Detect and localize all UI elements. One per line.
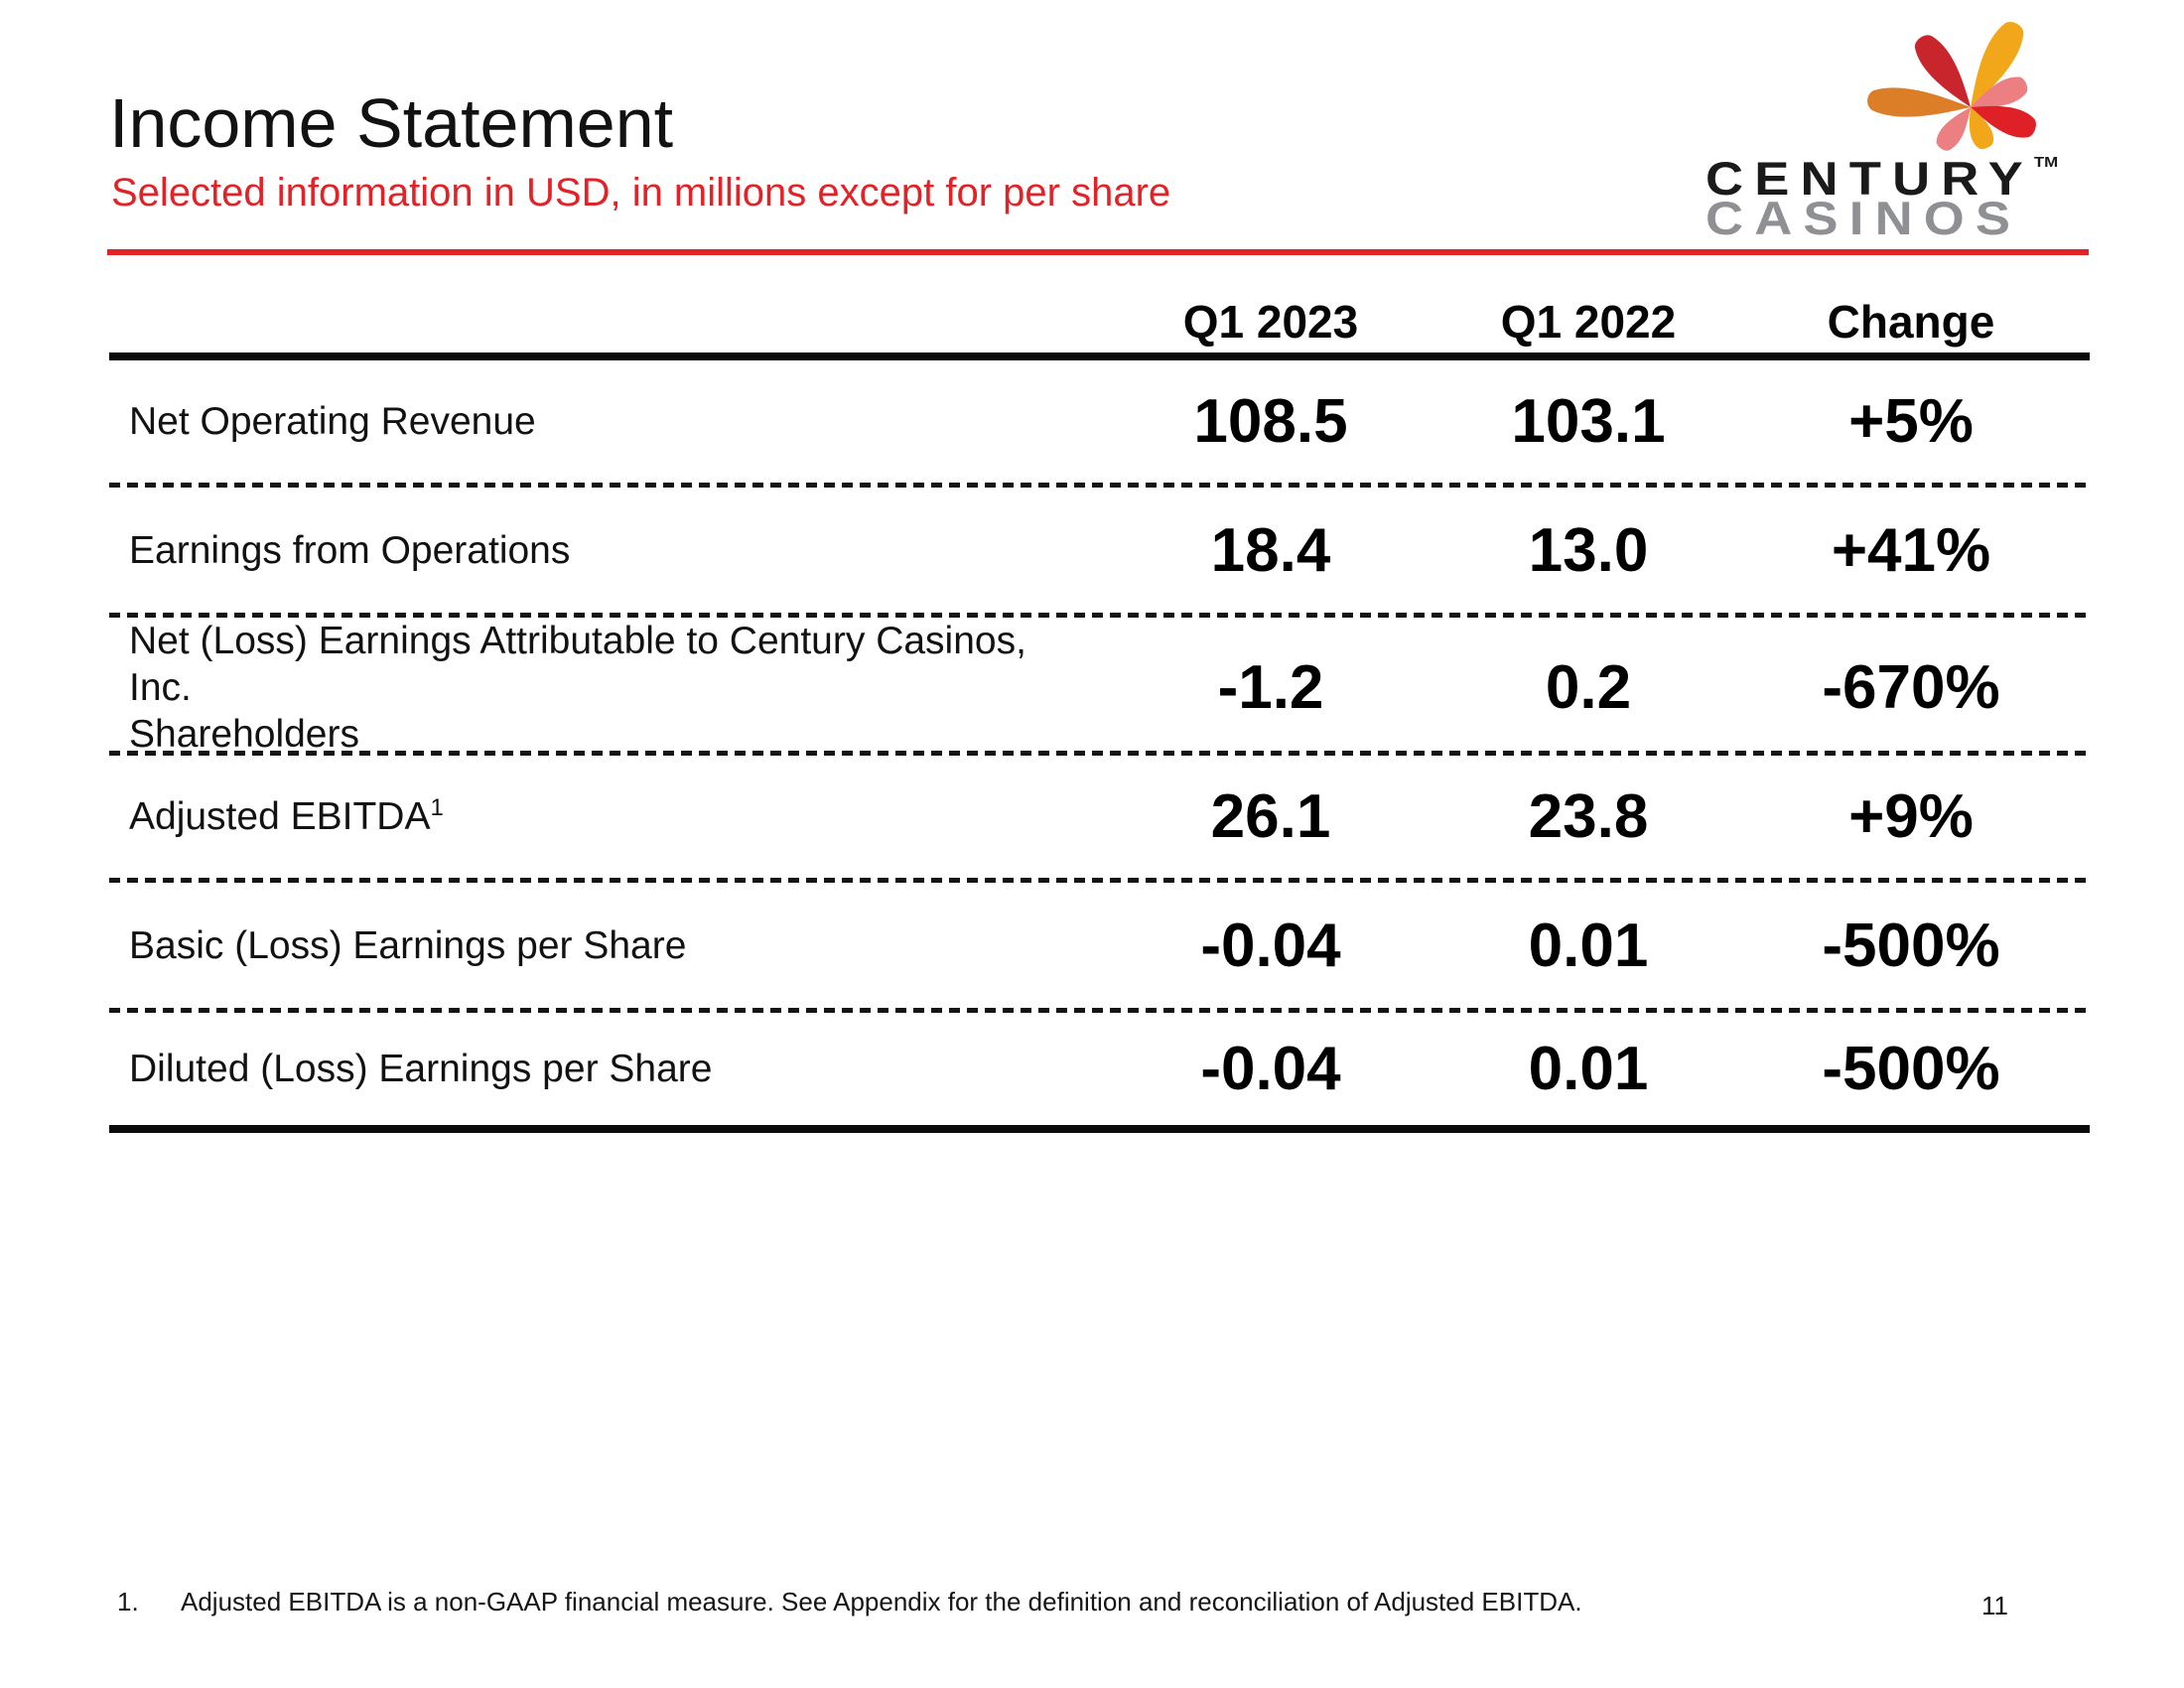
value-change: +41%	[1831, 515, 1991, 585]
value-q1-2023: 108.5	[1193, 387, 1348, 456]
value-q1-2023: 18.4	[1210, 515, 1331, 585]
header-divider	[107, 249, 2089, 255]
value-q1-2023: -0.04	[1200, 911, 1341, 980]
table-row: Adjusted EBITDA1 26.1 23.8 +9%	[109, 756, 2090, 878]
row-label: Basic (Loss) Earnings per Share	[129, 923, 687, 967]
page-subtitle: Selected information in USD, in millions…	[111, 171, 1171, 214]
value-change: +5%	[1848, 387, 1974, 456]
row-label: Net Operating Revenue	[129, 400, 536, 443]
table-row: Basic (Loss) Earnings per Share -0.04 0.…	[109, 883, 2090, 1008]
page-number: 11	[1981, 1591, 2008, 1620]
table-top-border	[109, 352, 2090, 360]
value-q1-2022: 13.0	[1528, 515, 1649, 585]
page-title: Income Statement	[109, 84, 674, 162]
footnote-number: 1.	[117, 1587, 139, 1617]
century-casinos-logo: CENTURYTM CASINOS	[1678, 8, 2095, 244]
row-label: Net (Loss) Earnings Attributable to Cent…	[129, 620, 1026, 756]
row-separator	[109, 878, 2090, 883]
footnote-reference: 1	[430, 794, 444, 821]
value-q1-2023: 26.1	[1210, 782, 1331, 851]
value-q1-2022: 23.8	[1528, 782, 1649, 851]
column-header-q1-2022: Q1 2022	[1500, 296, 1677, 348]
table-bottom-border	[109, 1125, 2090, 1133]
value-q1-2022: 0.01	[1528, 1035, 1649, 1103]
value-q1-2022: 0.2	[1545, 653, 1632, 722]
value-change: +9%	[1848, 782, 1974, 851]
row-label: Earnings from Operations	[129, 528, 571, 572]
footnote-text: Adjusted EBITDA is a non-GAAP financial …	[181, 1587, 1582, 1617]
starburst-icon	[1867, 21, 2036, 151]
row-label: Adjusted EBITDA1	[129, 794, 444, 838]
footnote: 1. Adjusted EBITDA is a non-GAAP financi…	[117, 1587, 1582, 1618]
logo-brand-bottom: CASINOS	[1706, 192, 2022, 244]
value-q1-2023: -1.2	[1217, 653, 1324, 722]
value-q1-2022: 0.01	[1528, 911, 1649, 980]
row-separator	[109, 1008, 2090, 1013]
column-header-change: Change	[1827, 296, 1995, 348]
table-row: Diluted (Loss) Earnings per Share -0.04 …	[109, 1013, 2090, 1125]
row-separator	[109, 613, 2090, 618]
value-change: -670%	[1822, 653, 2000, 722]
value-q1-2022: 103.1	[1511, 387, 1666, 456]
table-row: Net Operating Revenue 108.5 103.1 +5%	[109, 360, 2090, 483]
income-statement-table: Q1 2023 Q1 2022 Change Net Operating Rev…	[109, 293, 2090, 1133]
table-header-row: Q1 2023 Q1 2022 Change	[109, 293, 2090, 352]
value-change: -500%	[1822, 911, 2000, 980]
row-separator	[109, 751, 2090, 756]
table-row: Net (Loss) Earnings Attributable to Cent…	[109, 618, 2090, 756]
column-header-q1-2023: Q1 2023	[1182, 296, 1359, 348]
value-change: -500%	[1822, 1035, 2000, 1103]
value-q1-2023: -0.04	[1200, 1035, 1341, 1103]
table-row: Earnings from Operations 18.4 13.0 +41%	[109, 488, 2090, 613]
row-label: Diluted (Loss) Earnings per Share	[129, 1048, 713, 1090]
logo-brand-top: CENTURYTM	[1706, 152, 2059, 205]
row-separator	[109, 483, 2090, 488]
trademark-mark: TM	[2033, 154, 2059, 171]
